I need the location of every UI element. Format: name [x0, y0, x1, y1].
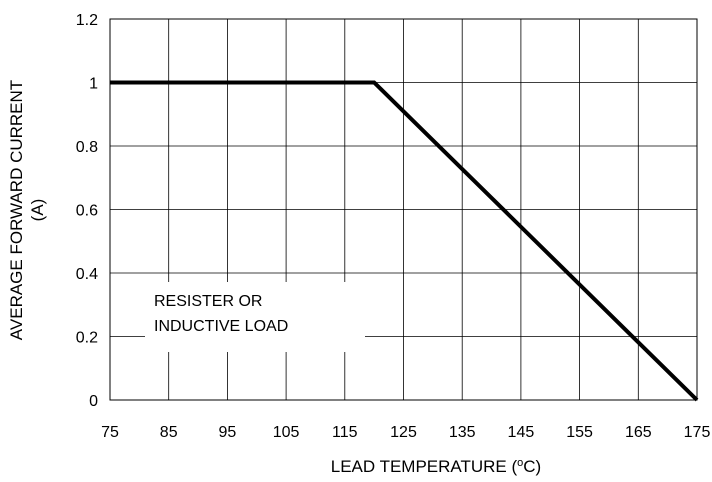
y-axis-title-line-2: (A) — [28, 199, 47, 222]
x-tick-label: 105 — [273, 424, 300, 441]
y-axis-title: AVERAGE FORWARD CURRENT (A) — [7, 80, 47, 340]
x-tick-labels: 75 85 95 105 115 125 135 145 155 165 175 — [101, 424, 710, 441]
x-tick-label: 85 — [160, 424, 178, 441]
y-tick-label: 0 — [89, 393, 98, 410]
series-lines — [110, 80, 699, 402]
x-tick-label: 135 — [449, 424, 476, 441]
x-axis-title: LEAD TEMPERATURE (oC) — [331, 457, 541, 476]
plot-frame — [109, 18, 698, 401]
x-tick-label: 145 — [508, 424, 535, 441]
y-tick-labels: 0 0.2 0.4 0.6 0.8 1 1.2 — [76, 12, 98, 410]
y-tick-label: 0.2 — [76, 330, 98, 347]
y-tick-label: 0.8 — [76, 139, 98, 156]
x-tick-label: 155 — [566, 424, 593, 441]
x-tick-label: 175 — [684, 424, 711, 441]
x-tick-label: 115 — [332, 424, 358, 441]
y-tick-label: 0.4 — [76, 266, 98, 283]
x-tick-label: 95 — [219, 424, 237, 441]
annotation-line-2: INDUCTIVE LOAD — [154, 318, 288, 335]
y-axis-title-line-1: AVERAGE FORWARD CURRENT — [7, 80, 26, 340]
y-tick-label: 1.2 — [76, 12, 98, 29]
y-tick-label: 1 — [89, 76, 98, 93]
annotation-background — [145, 282, 365, 352]
x-tick-label: 165 — [625, 424, 652, 441]
x-tick-label: 75 — [101, 424, 119, 441]
derating-curve — [110, 80, 699, 402]
annotation-line-1: RESISTER OR — [154, 293, 262, 310]
y-tick-label: 0.6 — [76, 203, 98, 220]
x-tick-label: 125 — [390, 424, 417, 441]
